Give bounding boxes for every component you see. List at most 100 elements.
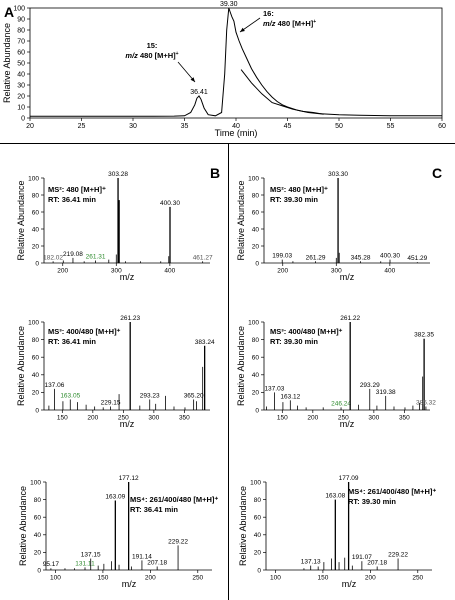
y-tick-label: 10 (17, 104, 25, 111)
x-tick-label: 250 (338, 415, 349, 422)
y-tick-label: 20 (252, 390, 260, 397)
peak-label: 36.41 (190, 89, 208, 96)
spectrum-title-line: MS⁴: 261/400/480 [M+H]⁺ (348, 487, 436, 496)
y-tick-label: 60 (32, 354, 40, 361)
peak-label: 382.35 (414, 332, 434, 339)
x-tick-label: 200 (57, 268, 68, 275)
x-tick-label: 300 (148, 415, 159, 422)
peak-label: 261.31 (86, 253, 106, 260)
x-axis-label: m/z (120, 272, 135, 282)
y-axis-label: Relative Abundance (16, 180, 26, 260)
peak-label: 39.30 (220, 1, 238, 8)
panel-letter-c: C (432, 165, 442, 181)
peak-label: 261.29 (306, 254, 326, 261)
x-tick-label: 100 (50, 575, 61, 582)
x-tick-label: 350 (179, 415, 190, 422)
peak-label: 163.12 (280, 393, 300, 400)
spectrum-title-line: RT: 39.30 min (270, 337, 318, 346)
peak-label: 177.09 (339, 475, 359, 482)
ms2-spectrum-36-41: 0 20 40 60 80 100 200 300 400 m/z Relative Abundan… (16, 171, 213, 282)
x-tick-label: 45 (284, 123, 292, 130)
spectrum-title-line: MS²: 480 [M+H]⁺ (48, 185, 106, 194)
x-tick-label: 30 (129, 123, 137, 130)
ion-charge: + (176, 51, 179, 57)
x-tick-label: 200 (277, 268, 288, 275)
y-tick-label: 0 (21, 115, 25, 122)
x-axis-label: m/z (120, 419, 135, 429)
y-tick-label: 100 (248, 175, 259, 182)
peak-label: 461.27 (193, 254, 213, 261)
x-tick-label: 50 (335, 123, 343, 130)
ms4-spectrum-36-41: 0 20 40 60 80 100 100 150 200 250 m/z Relative Abun… (18, 475, 218, 589)
x-tick-label: 300 (368, 415, 379, 422)
x-tick-label: 20 (26, 123, 34, 130)
y-tick-label: 60 (252, 354, 260, 361)
spectrum-title-line: MS²: 480 [M+H]⁺ (270, 185, 328, 194)
x-axis-label: m/z (342, 579, 357, 589)
peak-label: 191.07 (352, 554, 372, 561)
ms4-spectrum-39-30: 0 20 40 60 80 100 100 150 200 250 m/z Relative Abun… (238, 475, 436, 589)
chromatogram-chart: 0 10 20 30 40 50 60 70 80 90 100 20 25 30 35 40 45 50 55 60… (2, 1, 446, 138)
y-tick-label: 0 (255, 260, 259, 267)
peak-label: 137.13 (301, 559, 321, 566)
y-tick-label: 0 (257, 567, 261, 574)
peak-label: 137.03 (264, 385, 284, 392)
peak-label: 182.02 (43, 254, 63, 261)
y-tick-label: 0 (35, 407, 39, 414)
peak-label: 207.18 (147, 559, 167, 566)
arrow-head (190, 77, 195, 82)
arrow-head (240, 27, 245, 32)
ion-text: 480 [M+H] (276, 19, 314, 28)
y-tick-label: 60 (34, 514, 42, 521)
x-tick-label: 300 (111, 268, 122, 275)
peak-label: 137.06 (44, 382, 64, 389)
x-tick-label: 100 (270, 575, 281, 582)
y-axis-label: Relative Abundance (2, 23, 12, 103)
peak-label: 400.30 (380, 253, 400, 260)
peak-label: 303.30 (328, 171, 348, 178)
peak-label: 177.12 (119, 475, 139, 482)
peak-label: 207.18 (367, 559, 387, 566)
x-tick-label: 150 (277, 415, 288, 422)
x-tick-label: 200 (365, 575, 376, 582)
y-tick-label: 20 (34, 550, 42, 557)
x-tick-label: 400 (164, 268, 175, 275)
x-tick-label: 35 (181, 123, 189, 130)
peak-label: 293.29 (360, 382, 380, 389)
y-tick-label: 70 (17, 38, 25, 45)
peak-label: 400.30 (160, 200, 180, 207)
y-tick-label: 80 (32, 192, 40, 199)
y-tick-label: 100 (28, 175, 39, 182)
spectrum-title-line: MS⁴: 261/400/480 [M+H]⁺ (130, 495, 218, 504)
x-tick-label: 150 (57, 415, 68, 422)
y-tick-label: 40 (17, 71, 25, 78)
spectrum-title-line: RT: 36.41 min (48, 337, 96, 346)
y-tick-label: 100 (250, 479, 261, 486)
y-tick-label: 40 (252, 226, 260, 233)
x-tick-label: 250 (412, 575, 423, 582)
peak-label: 261.22 (340, 315, 360, 322)
spectrum-title-line: RT: 39.30 min (348, 497, 396, 506)
x-tick-label: 150 (317, 575, 328, 582)
x-tick-label: 150 (97, 575, 108, 582)
peak-label: 163.05 (60, 392, 80, 399)
y-tick-label: 0 (35, 260, 39, 267)
y-tick-label: 40 (32, 226, 40, 233)
y-tick-label: 80 (17, 27, 25, 34)
chromatogram-trace (240, 69, 324, 115)
peak-label: 199.03 (272, 253, 292, 260)
spectrum-title-line: MS³: 400/480 [M+H]⁺ (270, 327, 343, 336)
peak-label: 365.20 (184, 392, 204, 399)
y-tick-label: 100 (13, 5, 25, 12)
ms2-spectrum-39-30: 0 20 40 60 80 100 200 300 400 m/z Relative Abundan… (236, 171, 430, 282)
y-tick-label: 20 (32, 243, 40, 250)
peak-label: 219.08 (63, 251, 83, 258)
plot-frame (29, 7, 443, 119)
peak-label: 303.28 (108, 171, 128, 178)
x-tick-label: 200 (307, 415, 318, 422)
y-axis-label: Relative Abundance (238, 486, 248, 566)
y-tick-label: 20 (17, 93, 25, 100)
ion-label: m/z 480 [M+H]+ (263, 19, 316, 28)
peak-label: 229.22 (388, 552, 408, 559)
